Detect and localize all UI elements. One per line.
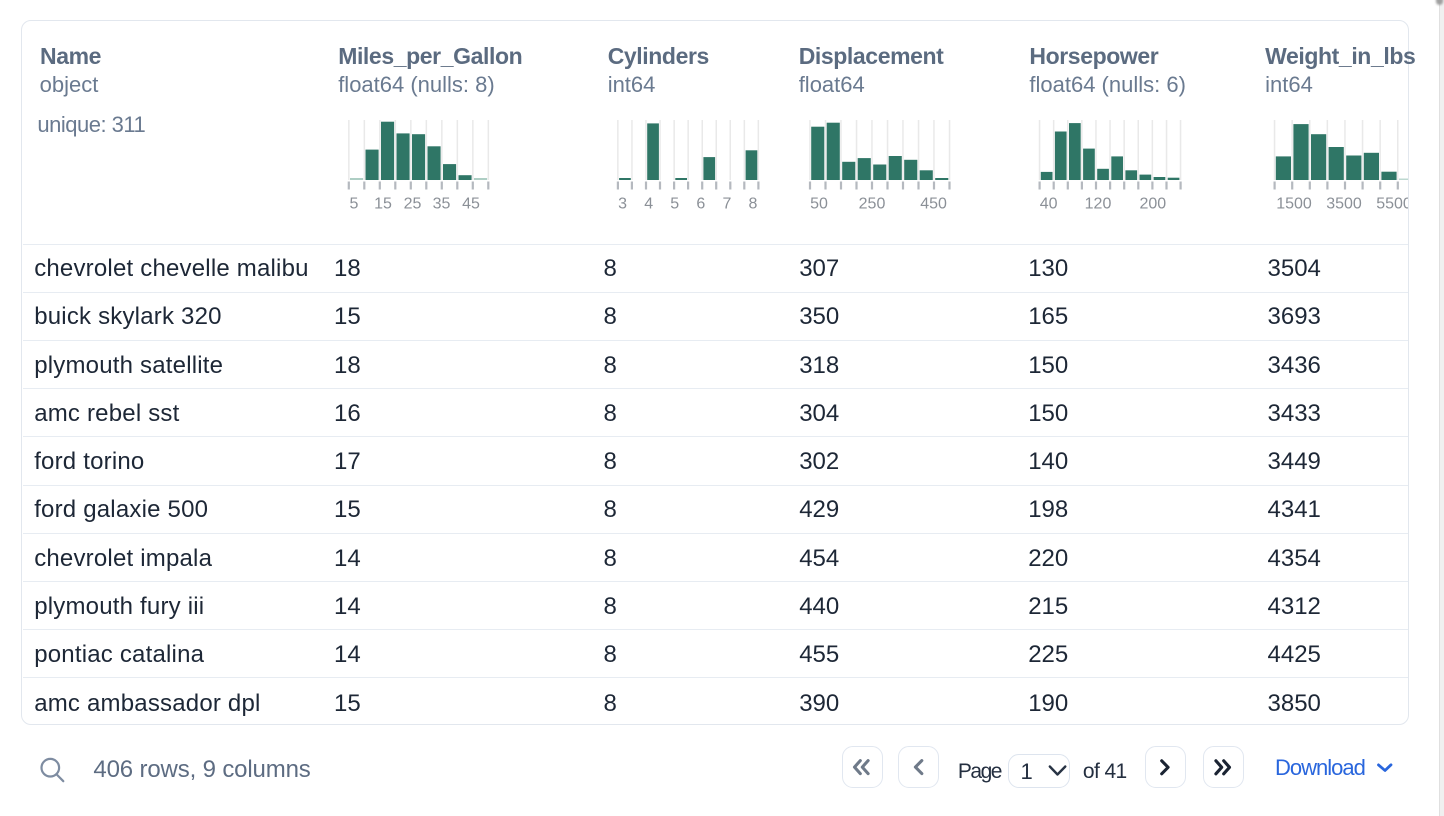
svg-text:7: 7 <box>722 195 731 212</box>
svg-text:35: 35 <box>433 195 451 212</box>
svg-text:5: 5 <box>670 195 679 212</box>
svg-text:5500: 5500 <box>1376 195 1408 212</box>
svg-text:40: 40 <box>1040 195 1058 212</box>
svg-text:6: 6 <box>696 195 705 212</box>
svg-text:8: 8 <box>748 195 757 212</box>
svg-text:4: 4 <box>644 195 653 212</box>
svg-text:3500: 3500 <box>1326 195 1362 212</box>
svg-text:450: 450 <box>920 195 947 212</box>
svg-text:15: 15 <box>374 195 392 212</box>
svg-text:250: 250 <box>859 195 886 212</box>
svg-text:50: 50 <box>810 195 828 212</box>
svg-text:3: 3 <box>618 195 627 212</box>
svg-text:25: 25 <box>404 195 422 212</box>
svg-text:45: 45 <box>462 195 480 212</box>
svg-text:5: 5 <box>350 195 359 212</box>
svg-text:120: 120 <box>1085 195 1112 212</box>
svg-text:200: 200 <box>1139 195 1166 212</box>
svg-text:1500: 1500 <box>1276 195 1312 212</box>
